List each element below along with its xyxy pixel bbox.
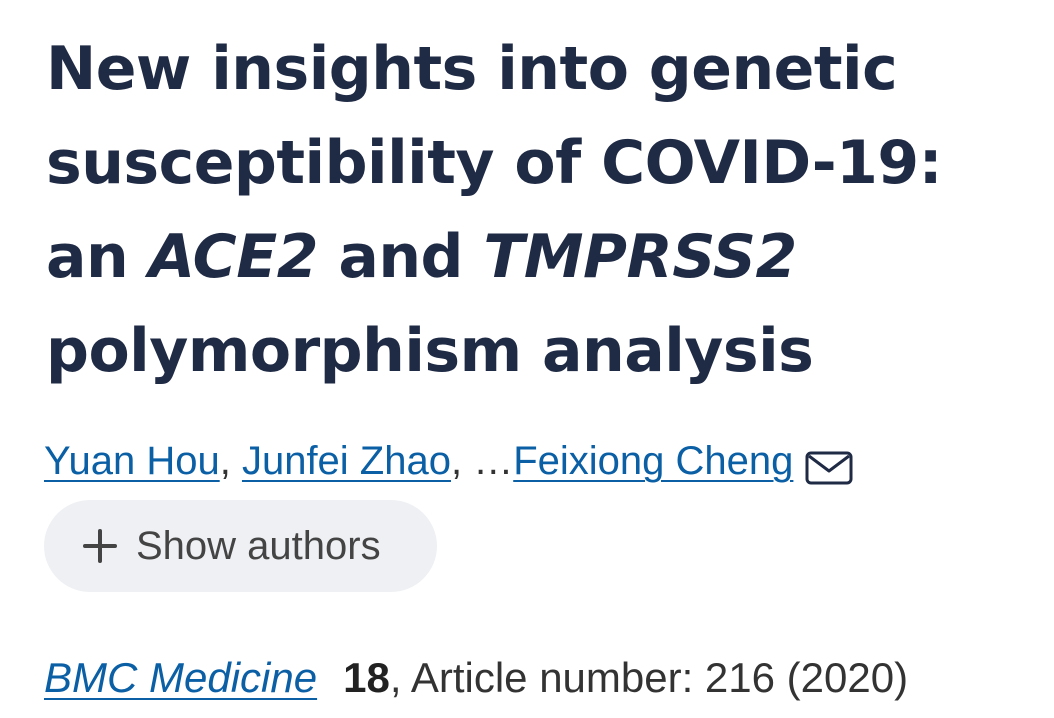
author-link-yuan-hou[interactable]: Yuan Hou: [44, 439, 220, 483]
title-line-part: and: [317, 222, 484, 292]
article-title: New insights into genetic susceptibility…: [46, 22, 1006, 398]
title-line-part: an: [46, 222, 149, 292]
show-authors-button[interactable]: Show authors: [44, 500, 437, 592]
author-list: Yuan Hou, Junfei Zhao, … Feixiong Cheng: [44, 433, 853, 489]
title-line: susceptibility of COVID-19:: [46, 128, 943, 198]
gene-name-ace2: ACE2: [148, 222, 319, 292]
author-separator: , …: [450, 439, 514, 483]
author-link-junfei-zhao[interactable]: Junfei Zhao: [241, 439, 451, 483]
volume-number: 18: [343, 654, 390, 701]
envelope-icon[interactable]: [805, 444, 853, 485]
journal-link[interactable]: BMC Medicine: [44, 654, 318, 701]
author-separator: ,: [219, 439, 231, 483]
show-authors-label: Show authors: [136, 523, 381, 568]
title-line: polymorphism analysis: [46, 316, 814, 386]
citation-details: , Article number: 216 (2020): [389, 654, 909, 701]
plus-icon: [83, 529, 117, 563]
citation: BMC Medicine 18, Article number: 216 (202…: [44, 650, 908, 706]
gene-name-tmprss2: TMPRSS2: [483, 222, 797, 292]
title-line: New insights into genetic: [46, 34, 898, 104]
author-link-feixiong-cheng[interactable]: Feixiong Cheng: [513, 439, 794, 483]
